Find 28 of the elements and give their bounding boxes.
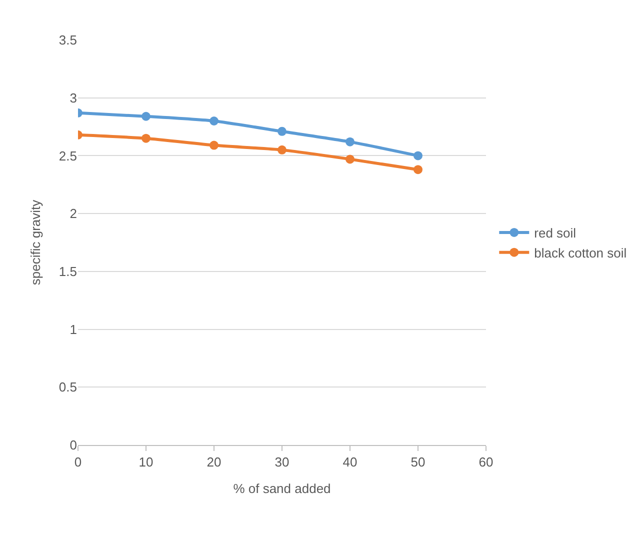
point [346, 137, 354, 146]
point [278, 145, 286, 154]
legend-label: red soil [534, 226, 576, 241]
point [278, 126, 286, 136]
y-tick-label: 2.5 [58, 148, 77, 164]
x-tick-label: 60 [478, 454, 494, 470]
y-tick-label: 1 [70, 322, 77, 337]
point [210, 140, 218, 150]
point [210, 116, 218, 126]
point [414, 151, 422, 160]
point [414, 165, 422, 174]
point [346, 154, 354, 164]
point [142, 134, 150, 143]
x-tick-label: 30 [274, 454, 290, 470]
x-axis-title: % of sand added [233, 481, 331, 496]
y-tick-label: 0 [70, 438, 77, 453]
legend-label: black cotton soil [534, 245, 627, 260]
y-axis-title: specific gravity [28, 199, 43, 286]
x-tick-label: 40 [342, 454, 358, 470]
point [142, 112, 150, 121]
y-tick-label: 2 [70, 206, 77, 222]
y-tick-label: 0.5 [58, 380, 77, 395]
x-tick-label: 10 [138, 454, 154, 470]
x-tick-label: 50 [410, 454, 426, 470]
y-tick-label: 3.5 [58, 32, 77, 48]
y-tick-label: 3 [70, 90, 77, 106]
y-tick-label: 1.5 [58, 264, 77, 279]
x-tick-label: 20 [206, 454, 222, 470]
